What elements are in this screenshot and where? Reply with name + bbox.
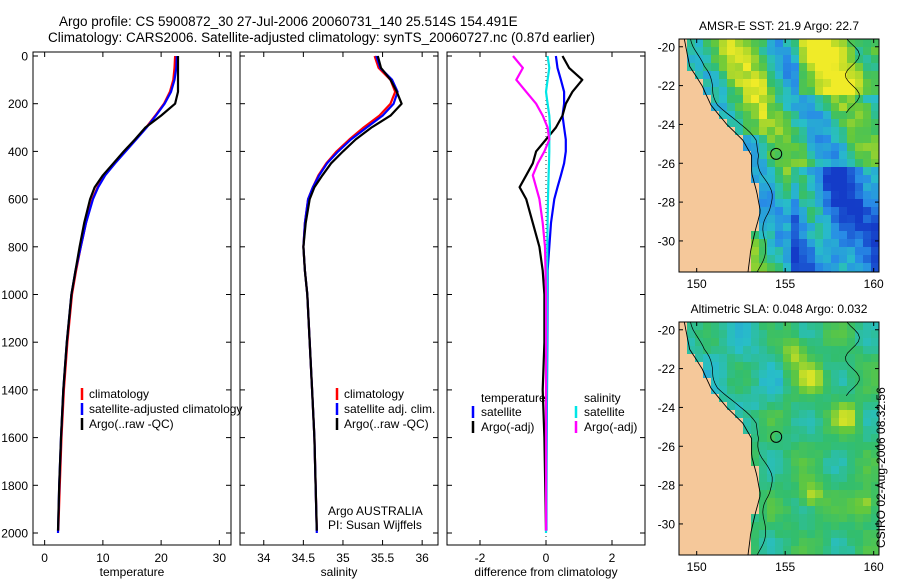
map-panel-sla_map: Altimetric SLA: 0.048 Argo: 0.032 -20 -22 -… (658, 302, 884, 574)
x-tick-label: -2 (475, 551, 486, 565)
x-tick-label: 2 (609, 551, 616, 565)
y-tick-label: 200 (8, 97, 28, 111)
annotation-text: Argo AUSTRALIA (328, 504, 423, 518)
x-tick-label: 34.5 (292, 551, 316, 565)
y-tick-label: 1600 (1, 431, 28, 445)
argo-location-marker (770, 147, 783, 160)
y-tick-label: -22 (658, 362, 676, 376)
y-tick-label: -24 (658, 118, 676, 132)
x-tick-label: 35.5 (371, 551, 395, 565)
title-line-1: Argo profile: CS 5900872_30 27-Jul-2006 … (59, 14, 518, 29)
legend-label: satellite adj. clim. (344, 402, 435, 416)
y-tick-label: -28 (658, 479, 676, 493)
map-frame (678, 321, 880, 556)
coastline (683, 39, 761, 272)
x-tick-label: 35 (336, 551, 350, 565)
legend-heading: salinity (584, 391, 621, 405)
axes-frame (32, 51, 232, 546)
title-line-2: Climatology: CARS2006. Satellite-adjuste… (48, 30, 596, 45)
x-axis-label: salinity (321, 565, 358, 579)
series-line-temperature-argo-adj- (518, 55, 584, 531)
y-tick-label: -30 (658, 234, 676, 248)
series-line-argo-raw-qc- (302, 55, 403, 531)
y-tick-label: -20 (658, 40, 676, 54)
y-tick-label: 1200 (1, 336, 28, 350)
x-tick-label: 0 (41, 551, 48, 565)
series-line-climatology (57, 55, 177, 531)
legend-heading: temperature (481, 391, 546, 405)
y-tick-label: 1400 (1, 383, 28, 397)
y-tick-label: -28 (658, 196, 676, 210)
heatmap-field (679, 39, 879, 272)
x-tick-label: 36 (415, 551, 429, 565)
legend-label: satellite-adjusted climatology (89, 402, 242, 416)
series-line-climatology (302, 55, 397, 531)
y-tick-label: 400 (8, 145, 28, 159)
profile-panel-temperature: 0 200 400 600 800 1000 1200 1400 1600 1800 2000 0 10… (1, 50, 242, 580)
x-tick-label: 160 (864, 560, 884, 574)
legend-label: Argo(-adj) (481, 420, 534, 434)
x-axis-label: difference from climatology (474, 565, 617, 579)
x-tick-label: 150 (687, 560, 707, 574)
depth-contour (690, 39, 773, 272)
axes-frame (239, 51, 439, 546)
x-tick-label: 160 (864, 277, 884, 291)
x-axis-label: temperature (100, 565, 165, 579)
depth-contour (845, 322, 860, 397)
y-tick-label: -26 (658, 440, 676, 454)
legend-label: satellite (584, 405, 625, 419)
series-line-satellite-adjusted-climatology (56, 55, 178, 534)
y-tick-label: 1000 (1, 288, 28, 302)
x-tick-label: 0 (543, 551, 550, 565)
map-title: AMSR-E SST: 21.9 Argo: 22.7 (699, 19, 859, 33)
map-frame (678, 38, 880, 273)
legend-label: satellite (481, 405, 522, 419)
y-tick-label: -30 (658, 517, 676, 531)
annotation-text: PI: Susan Wijffels (328, 518, 422, 532)
y-tick-label: 0 (21, 50, 28, 64)
y-tick-label: 800 (8, 240, 28, 254)
map-panel-sst_map: AMSR-E SST: 21.9 Argo: 22.7 -20 -22 -24 -26 -… (658, 19, 884, 291)
credit-label: CSIRO 02-Aug-2006 08:32:56 (874, 387, 888, 548)
x-tick-label: 150 (687, 277, 707, 291)
series-line-argo-raw-qc- (56, 56, 180, 531)
series-line-satellite-adj-clim- (302, 55, 399, 534)
series-line-salinity-argo-adj- (512, 55, 551, 531)
y-tick-label: 600 (8, 193, 28, 207)
legend-label: Argo(-adj) (584, 420, 637, 434)
x-tick-label: 30 (213, 551, 227, 565)
legend-label: Argo(..raw -QC) (344, 417, 429, 431)
y-tick-label: -24 (658, 401, 676, 415)
depth-contour (690, 322, 773, 555)
y-tick-label: -26 (658, 157, 676, 171)
y-tick-label: -20 (658, 323, 676, 337)
argo-location-marker (770, 430, 783, 443)
x-tick-label: 10 (96, 551, 110, 565)
y-tick-label: 2000 (1, 527, 28, 541)
x-tick-label: 155 (775, 277, 795, 291)
map-title: Altimetric SLA: 0.048 Argo: 0.032 (691, 302, 868, 316)
y-tick-label: -22 (658, 79, 676, 93)
legend-label: climatology (344, 387, 404, 401)
x-tick-label: 155 (775, 560, 795, 574)
heatmap-field (679, 322, 879, 555)
x-tick-label: 34 (257, 551, 271, 565)
legend-label: Argo(..raw -QC) (89, 417, 174, 431)
x-tick-label: 20 (154, 551, 168, 565)
depth-contour (845, 39, 860, 114)
legend-label: climatology (89, 387, 149, 401)
profile-panel-salinity: 34 34.5 35 35.5 36 salinity climatologysatelli… (239, 51, 439, 579)
y-tick-label: 1800 (1, 479, 28, 493)
coastline (683, 322, 761, 555)
